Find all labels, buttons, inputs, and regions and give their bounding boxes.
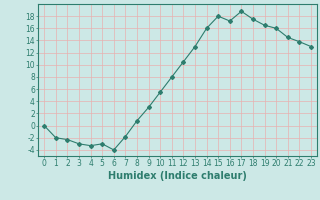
X-axis label: Humidex (Indice chaleur): Humidex (Indice chaleur) [108,171,247,181]
